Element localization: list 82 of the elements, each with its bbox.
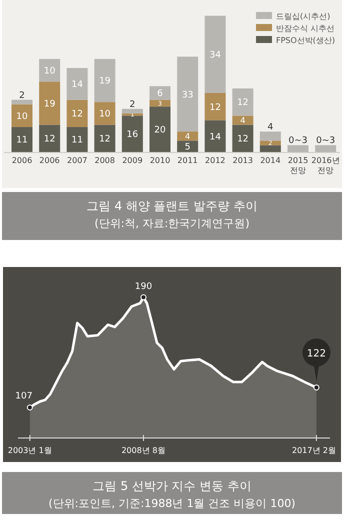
data-label: 34 bbox=[209, 50, 222, 61]
bar bbox=[94, 102, 116, 125]
bar bbox=[260, 132, 281, 141]
bar bbox=[94, 58, 116, 102]
data-label: 12 bbox=[209, 102, 221, 113]
bar bbox=[122, 116, 143, 152]
data-label: 5 bbox=[184, 142, 190, 152]
bar bbox=[177, 140, 198, 152]
data-label: 107 bbox=[15, 391, 32, 402]
x-tick-label: 2009 bbox=[122, 156, 143, 165]
bar bbox=[12, 100, 32, 104]
bar bbox=[204, 16, 226, 93]
data-label: 2 bbox=[130, 100, 136, 110]
text: 그림 5 선박가 지수 변동 추이 bbox=[92, 479, 252, 493]
text: (단위:포인트, 기준:1988년 1월 건조 비용이 100) bbox=[48, 497, 296, 510]
text: 그림 4 해양 플랜트 발주량 추이 bbox=[86, 199, 258, 213]
x-tick-label: 2012 bbox=[205, 156, 226, 165]
x-tick-label: 2015 전망 bbox=[288, 156, 308, 175]
bar bbox=[177, 56, 198, 132]
data-label: 12 bbox=[99, 134, 111, 145]
bar bbox=[260, 145, 281, 152]
x-tick-label: 2016년 전망 bbox=[311, 156, 340, 175]
bar bbox=[12, 104, 32, 128]
legend-label: 반잠수식 시추선 bbox=[276, 24, 335, 33]
data-label: 0~3 bbox=[316, 136, 336, 146]
bar bbox=[232, 124, 254, 152]
bar bbox=[150, 106, 170, 152]
data-label: 0~3 bbox=[288, 136, 308, 146]
legend-label: 드릴십(시추선) bbox=[276, 12, 330, 21]
data-label: 19 bbox=[44, 99, 56, 110]
x-tick-label: 2011 bbox=[177, 156, 198, 165]
bar bbox=[94, 124, 116, 152]
data-label: 4 bbox=[240, 115, 246, 126]
x-tick-label: 2007 bbox=[67, 156, 88, 165]
data-label: 14 bbox=[209, 132, 222, 142]
data-label: 14 bbox=[71, 80, 84, 90]
data-label: 10 bbox=[44, 66, 56, 76]
data-label: 4 bbox=[185, 130, 190, 141]
bar bbox=[150, 86, 170, 100]
data-label: 16 bbox=[126, 130, 138, 140]
data-label: 19 bbox=[99, 76, 111, 87]
bar bbox=[66, 100, 88, 128]
x-tick-label: 2008 bbox=[94, 156, 115, 165]
bar bbox=[204, 120, 226, 152]
x-tick-label: 2013 bbox=[232, 156, 253, 165]
data-label: 2 bbox=[19, 90, 25, 101]
bar bbox=[288, 145, 308, 152]
bar bbox=[39, 82, 60, 125]
bar bbox=[177, 132, 198, 141]
x-tick-label: 2003년 1월 bbox=[8, 446, 52, 455]
bar bbox=[204, 92, 226, 120]
bar bbox=[66, 127, 88, 152]
data-label: 12 bbox=[237, 98, 249, 108]
data-label: 12 bbox=[44, 134, 56, 145]
data-label: 20 bbox=[154, 125, 166, 136]
x-tick-label: 2010 bbox=[150, 156, 170, 165]
data-label: 12 bbox=[71, 110, 83, 120]
x-tick-label: 2006 bbox=[39, 156, 60, 165]
data-label: 11 bbox=[16, 136, 28, 146]
text: (단위:척, 자료:한국기계연구원) bbox=[94, 217, 250, 230]
legend-label: FPSO선박(생산) bbox=[276, 36, 336, 45]
data-label: 6 bbox=[157, 89, 164, 100]
data-label: 4 bbox=[268, 122, 274, 133]
x-tick-label: 2008년 8월 bbox=[121, 446, 166, 455]
bar bbox=[232, 116, 254, 125]
bar bbox=[232, 88, 254, 116]
bar bbox=[39, 124, 60, 152]
bar bbox=[66, 68, 88, 100]
data-label: 10 bbox=[16, 112, 28, 122]
bar bbox=[39, 58, 60, 82]
bar bbox=[12, 127, 32, 152]
data-label: 33 bbox=[182, 90, 194, 100]
data-label: 11 bbox=[71, 136, 83, 146]
bar bbox=[122, 108, 143, 114]
data-label: 10 bbox=[99, 110, 111, 120]
x-tick-label: 2006 bbox=[12, 156, 32, 165]
data-label: 190 bbox=[134, 282, 152, 292]
x-tick-label: 2017년 2월 bbox=[292, 446, 336, 455]
data-label: 12 bbox=[237, 134, 249, 145]
data-label: 122 bbox=[306, 348, 326, 360]
bar bbox=[315, 145, 336, 152]
x-tick-label: 2014 bbox=[260, 156, 281, 165]
